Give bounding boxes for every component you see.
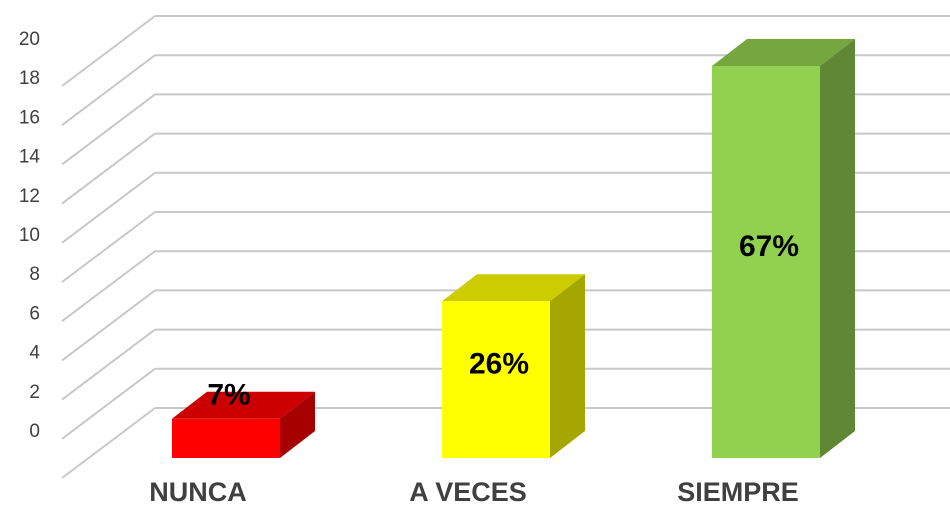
grid-line: [61, 172, 156, 244]
y-tick-label: 12: [19, 186, 40, 207]
y-tick-label: 10: [19, 225, 40, 246]
x-tick-label: SIEMPRE: [677, 477, 799, 507]
bar: [712, 66, 820, 458]
bar-top: [442, 274, 585, 302]
y-tick-label: 18: [19, 68, 40, 89]
grid-line: [61, 132, 156, 205]
y-tick-label: 6: [29, 303, 40, 324]
value-label: 26%: [469, 348, 529, 381]
y-tick-label: 20: [19, 29, 40, 50]
grid-line: [61, 250, 156, 322]
value-label: 67%: [739, 230, 799, 263]
y-tick-label: 2: [29, 382, 40, 403]
bar-side: [820, 39, 855, 458]
grid-line: [61, 93, 156, 166]
grid-line: [61, 368, 156, 440]
y-tick-label: 4: [29, 343, 40, 364]
grid-line: [61, 407, 156, 479]
value-label: 7%: [207, 379, 250, 412]
bar: [172, 418, 280, 458]
y-tick-label: 14: [19, 147, 41, 168]
bar-side: [550, 274, 585, 458]
x-tick-label: A VECES: [409, 477, 527, 507]
x-tick-label: NUNCA: [149, 477, 247, 507]
grid-line: [61, 289, 156, 362]
y-tick-label: 16: [19, 107, 40, 128]
bar-top: [712, 39, 855, 66]
grid-line: [61, 328, 156, 401]
grid-line: [61, 54, 156, 126]
bar-side: [280, 391, 315, 458]
y-tick-label: 8: [29, 264, 40, 285]
bar: [442, 301, 550, 458]
bar-top: [172, 391, 315, 419]
grid-line: [61, 15, 156, 87]
grid-line: [61, 211, 156, 283]
y-tick-label: 0: [29, 421, 40, 442]
